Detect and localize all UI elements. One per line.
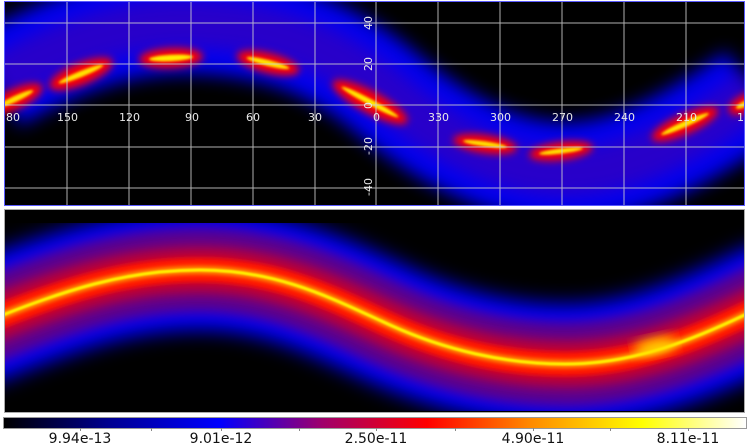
lon-label: 120 bbox=[119, 111, 140, 124]
colorbar-tick bbox=[221, 428, 222, 431]
colorbar-minor-tick bbox=[151, 428, 152, 431]
lon-label: 270 bbox=[552, 111, 573, 124]
colorbar-label: 4.90e-11 bbox=[501, 431, 565, 447]
colorbar-minor-tick bbox=[455, 428, 456, 431]
colorbar-label: 9.94e-13 bbox=[48, 431, 112, 447]
top-map-panel: 180 150 120 90 60 30 0 330 300 270 240 2… bbox=[4, 1, 745, 206]
colorbar-tick bbox=[533, 428, 534, 431]
colorbar-minor-tick bbox=[610, 428, 611, 431]
lat-label: 0 bbox=[362, 102, 375, 109]
longitude-labels: 180 150 120 90 60 30 0 330 300 270 240 2… bbox=[5, 111, 744, 124]
colorbar-label: 9.01e-12 bbox=[189, 431, 253, 447]
lon-label: 180 bbox=[737, 111, 744, 124]
graticule bbox=[5, 2, 744, 205]
diffuse-band bbox=[5, 2, 744, 205]
lon-label: 330 bbox=[428, 111, 449, 124]
top-map-svg: 180 150 120 90 60 30 0 330 300 270 240 2… bbox=[5, 2, 744, 205]
colorbar-label: 2.50e-11 bbox=[344, 431, 408, 447]
lon-label: 150 bbox=[57, 111, 78, 124]
lat-label: -40 bbox=[362, 178, 375, 196]
lon-label: 90 bbox=[185, 111, 199, 124]
lon-label: 30 bbox=[308, 111, 322, 124]
lon-label: 60 bbox=[246, 111, 260, 124]
lon-label: 180 bbox=[5, 111, 20, 124]
lat-label: 40 bbox=[362, 16, 375, 30]
latitude-labels: 40 20 0 -20 -40 bbox=[362, 16, 375, 196]
colorbar-tick bbox=[376, 428, 377, 431]
lon-label: 300 bbox=[490, 111, 511, 124]
lon-label: 210 bbox=[676, 111, 697, 124]
lat-label: -20 bbox=[362, 137, 375, 155]
colorbar-tick bbox=[688, 428, 689, 431]
colorbar bbox=[3, 417, 747, 429]
colorbar-tick bbox=[80, 428, 81, 431]
colorbar-label: 8.11e-11 bbox=[656, 431, 720, 447]
point-sources bbox=[5, 47, 744, 161]
bottom-map-svg bbox=[5, 210, 744, 412]
lon-label: 0 bbox=[373, 111, 380, 124]
diffuse-band bbox=[5, 210, 744, 412]
lat-label: 20 bbox=[362, 57, 375, 71]
colorbar-minor-tick bbox=[299, 428, 300, 431]
lon-label: 240 bbox=[614, 111, 635, 124]
bottom-map-panel bbox=[4, 209, 745, 413]
